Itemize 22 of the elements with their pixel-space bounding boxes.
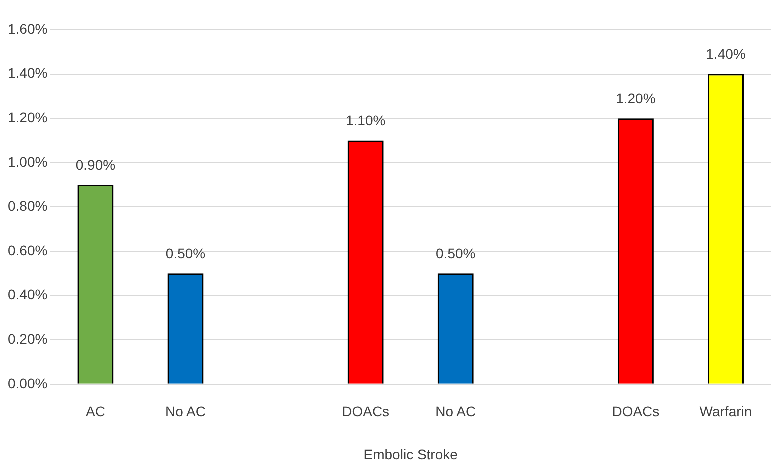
x-tick-label: Warfarin (700, 404, 752, 420)
data-label: 0.90% (76, 156, 116, 173)
data-label: 1.10% (346, 112, 386, 129)
y-tick-label: 0.80% (8, 198, 48, 214)
x-tick-label: No AC (166, 404, 206, 420)
data-label: 0.50% (436, 246, 476, 262)
y-tick-label: 1.60% (8, 20, 48, 37)
y-tick-label: 0.20% (8, 330, 48, 347)
data-label: 1.40% (706, 46, 746, 62)
data-label: 1.20% (616, 90, 656, 106)
x-tick-label: DOACs (342, 404, 390, 420)
y-tick-label: 1.40% (8, 65, 48, 82)
x-axis-title: Embolic Stroke (364, 446, 458, 462)
x-tick-label: DOACs (612, 404, 660, 420)
y-tick-label: 0.00% (8, 375, 48, 392)
y-tick-label: 1.20% (8, 109, 48, 126)
y-tick-label: 0.40% (8, 286, 48, 303)
y-tick-label: 1.00% (8, 154, 48, 170)
y-tick-label: 0.60% (8, 242, 48, 258)
x-tick-label: AC (86, 404, 106, 420)
data-label: 0.50% (166, 246, 206, 262)
x-tick-label: No AC (436, 404, 476, 420)
